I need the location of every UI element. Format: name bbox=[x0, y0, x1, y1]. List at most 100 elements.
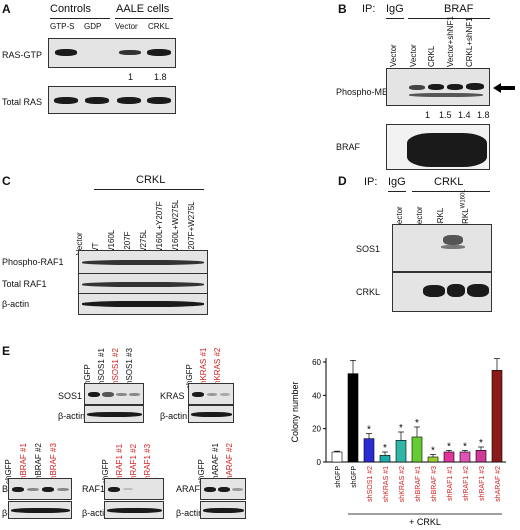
band bbox=[27, 488, 39, 491]
panel-b-lane-5: CRKL+shNF1 bbox=[465, 17, 474, 67]
e-araf-actin: β-actin bbox=[176, 508, 204, 518]
panel-b-lane-2: Vector bbox=[409, 44, 418, 67]
significance-star: * bbox=[399, 423, 403, 434]
panel-b-ip-igg: IgG bbox=[386, 3, 404, 15]
panel-b-quant-2: 1.5 bbox=[439, 110, 452, 120]
y-tick-label: 20 bbox=[312, 425, 321, 434]
significance-star: * bbox=[415, 418, 419, 429]
panel-d-ip-igg: IgG bbox=[388, 176, 406, 188]
bar bbox=[347, 373, 359, 463]
category-label: shKRAS #2 bbox=[399, 466, 406, 502]
bar bbox=[395, 440, 407, 463]
panel-b-quant-1: 1 bbox=[425, 110, 431, 120]
panel-b-ip-braf: BRAF bbox=[444, 3, 474, 15]
band bbox=[54, 97, 78, 104]
panel-c-crkl-line bbox=[94, 189, 204, 190]
significance-star: * bbox=[383, 443, 387, 454]
category-label: shGFP bbox=[351, 466, 358, 488]
category-label: shRAF1 #3 bbox=[479, 466, 486, 501]
panel-d-igg-line bbox=[388, 191, 406, 192]
band bbox=[42, 487, 54, 492]
band bbox=[428, 84, 444, 90]
e-bottom-actin-1 bbox=[8, 501, 72, 519]
band bbox=[147, 49, 171, 56]
band bbox=[108, 487, 120, 492]
panel-a-row-totalras: Total RAS bbox=[2, 97, 43, 107]
band bbox=[220, 393, 230, 396]
band bbox=[203, 508, 244, 513]
band bbox=[466, 83, 484, 90]
panel-a-controls-line bbox=[50, 18, 110, 19]
panel-a-lane-crkl: CRKL bbox=[148, 22, 170, 31]
e-sos1-actin: β-actin bbox=[58, 411, 86, 421]
band bbox=[87, 412, 142, 417]
band bbox=[107, 508, 162, 513]
y-tick-label: 0 bbox=[317, 458, 322, 467]
band bbox=[102, 392, 114, 397]
e-kras-row: KRAS bbox=[160, 391, 185, 401]
band bbox=[85, 97, 109, 104]
e-kras-actin: β-actin bbox=[160, 411, 188, 421]
e-kras-blot bbox=[188, 383, 234, 405]
bar bbox=[331, 451, 343, 463]
band bbox=[207, 393, 217, 396]
e-raf1-actin: β-actin bbox=[82, 508, 110, 518]
arrow-icon bbox=[493, 83, 515, 93]
colony-bar-chart: 0 20 40 60 Colony number shGFP shGFP * shSOS1 #2… bbox=[290, 358, 506, 527]
e-kras-actin-blot bbox=[188, 405, 234, 423]
category-label: shKRAS #1 bbox=[383, 466, 390, 502]
panel-d-ip-label: IP: bbox=[364, 176, 378, 188]
band bbox=[204, 487, 216, 492]
band bbox=[129, 393, 140, 396]
bar bbox=[363, 438, 375, 463]
significance-star: * bbox=[479, 438, 483, 449]
band bbox=[119, 50, 141, 55]
panel-c-label: C bbox=[2, 174, 11, 188]
category-label: shBRAF #3 bbox=[431, 466, 438, 502]
panel-b-igg-line bbox=[386, 18, 404, 19]
panel-c-lane-7: W160L+W275L bbox=[171, 199, 180, 255]
band bbox=[82, 282, 204, 287]
band bbox=[82, 301, 204, 307]
band bbox=[147, 97, 171, 104]
panel-b-ip-label: IP: bbox=[362, 3, 376, 15]
y-tick-label: 40 bbox=[312, 391, 321, 400]
e-braf-blot bbox=[8, 478, 72, 500]
band bbox=[423, 285, 445, 297]
e-sos1-actin-blot bbox=[84, 405, 144, 423]
panel-c-blot-praf1 bbox=[78, 250, 208, 274]
band bbox=[55, 49, 77, 56]
panel-d-row-crkl: CRKL bbox=[356, 287, 381, 297]
panel-a-aale-line bbox=[115, 18, 173, 19]
panel-a-quant-1: 1 bbox=[128, 72, 134, 82]
panel-c-blot-actin bbox=[78, 293, 208, 315]
band bbox=[191, 412, 232, 417]
band bbox=[407, 133, 487, 167]
e-araf-blot bbox=[200, 478, 246, 500]
panel-b-row-pmek: Phospho-MEK bbox=[336, 87, 395, 97]
band bbox=[218, 487, 230, 492]
bar bbox=[427, 456, 439, 463]
panel-d-blot-crkl bbox=[392, 272, 492, 312]
band bbox=[88, 392, 100, 397]
panel-b-blot-pmek bbox=[386, 68, 490, 106]
band bbox=[116, 393, 127, 396]
e-bottom-actin-3 bbox=[200, 501, 246, 519]
category-label: shSOS1 #2 bbox=[367, 466, 374, 502]
band bbox=[12, 487, 24, 492]
panel-e-label: E bbox=[2, 344, 11, 358]
band bbox=[123, 488, 133, 490]
bar bbox=[459, 451, 471, 463]
band bbox=[57, 488, 69, 491]
band bbox=[82, 260, 204, 265]
significance-star: * bbox=[367, 425, 371, 436]
panel-b-quant-4: 1.8 bbox=[477, 110, 490, 120]
band bbox=[409, 85, 425, 90]
panel-c-lane-6: W160L+Y207F bbox=[155, 201, 164, 255]
panel-b-lane-4: Vector+shNF1 bbox=[446, 16, 455, 67]
significance-star: * bbox=[447, 441, 451, 452]
panel-b-row-braf: BRAF bbox=[336, 142, 361, 152]
panel-c-row-totalraf1: Total RAF1 bbox=[2, 279, 47, 289]
panel-d-label: D bbox=[338, 174, 347, 188]
panel-b-quant-3: 1.4 bbox=[458, 110, 471, 120]
